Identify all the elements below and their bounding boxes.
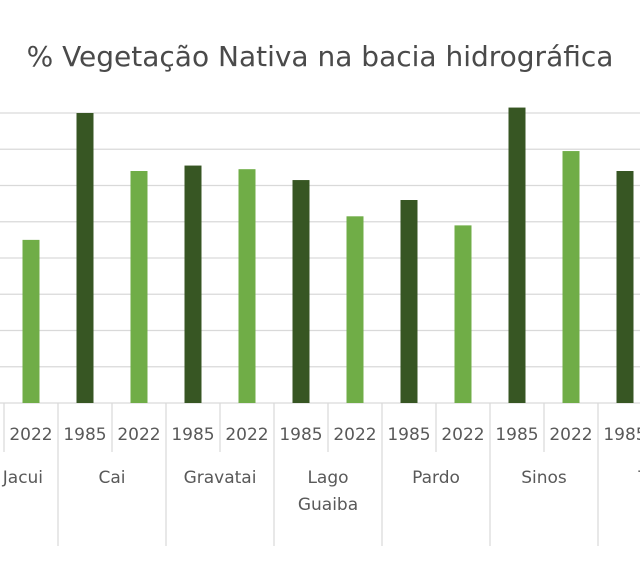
bar-gravatai-1985	[184, 165, 202, 403]
bar-pardo-2022	[454, 225, 472, 403]
bar-cai-2022	[130, 171, 148, 403]
category-label: Gravatai	[184, 468, 257, 488]
bar-gravatai-2022	[238, 169, 256, 403]
bar-lago-guaiba-1985	[292, 180, 310, 403]
year-tick-label: 2022	[9, 425, 52, 445]
year-tick-label: 2022	[333, 425, 376, 445]
year-tick-label: 1985	[279, 425, 322, 445]
bar-baixo-jacui-2022	[22, 239, 40, 403]
year-tick-label: 2022	[441, 425, 484, 445]
category-label: Tac	[637, 468, 640, 488]
category-label: Guaiba	[298, 495, 358, 515]
year-tick-label: 1985	[63, 425, 106, 445]
category-label: Sinos	[521, 468, 567, 488]
chart-title: % Vegetação Nativa na bacia hidrográfica	[26, 40, 614, 73]
bar-pardo-1985	[400, 200, 418, 403]
year-tick-label: 2022	[549, 425, 592, 445]
year-tick-label: 1985	[495, 425, 538, 445]
category-label: Cai	[98, 468, 125, 488]
bar-sinos-1985	[508, 107, 526, 403]
bar-cai-1985	[76, 113, 94, 403]
year-tick-label: 1985	[171, 425, 214, 445]
category-label: Lago	[307, 468, 348, 488]
bar-sinos-2022	[562, 151, 580, 403]
bar-taquari-antas-1985	[616, 171, 634, 403]
year-tick-label: 1985	[603, 425, 640, 445]
year-tick-label: 2022	[117, 425, 160, 445]
bar-lago-guaiba-2022	[346, 216, 364, 403]
category-label: Pardo	[412, 468, 460, 488]
year-tick-label: 2022	[225, 425, 268, 445]
year-tick-label: 1985	[387, 425, 430, 445]
category-label: o Jacui	[0, 468, 43, 488]
